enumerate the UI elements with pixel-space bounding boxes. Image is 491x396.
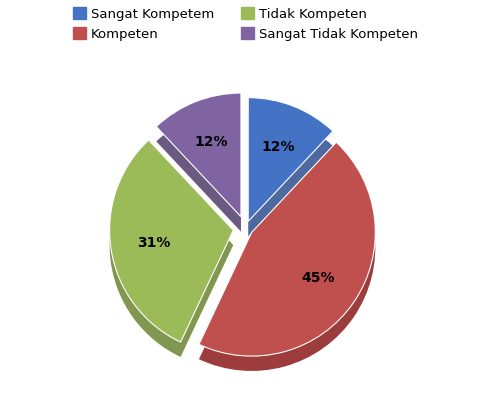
Text: 31%: 31% <box>137 236 170 250</box>
Wedge shape <box>109 140 233 342</box>
Text: 45%: 45% <box>301 270 335 285</box>
Text: 12%: 12% <box>194 135 228 149</box>
Text: 12%: 12% <box>261 139 295 154</box>
Wedge shape <box>156 93 241 217</box>
Wedge shape <box>248 98 333 221</box>
Wedge shape <box>109 155 233 357</box>
Wedge shape <box>199 157 375 371</box>
Legend: Sangat Kompetem, Kompeten, Tidak Kompeten, Sangat Tidak Kompeten: Sangat Kompetem, Kompeten, Tidak Kompete… <box>69 3 422 45</box>
Wedge shape <box>156 108 241 232</box>
Wedge shape <box>199 142 375 356</box>
Wedge shape <box>248 112 333 236</box>
